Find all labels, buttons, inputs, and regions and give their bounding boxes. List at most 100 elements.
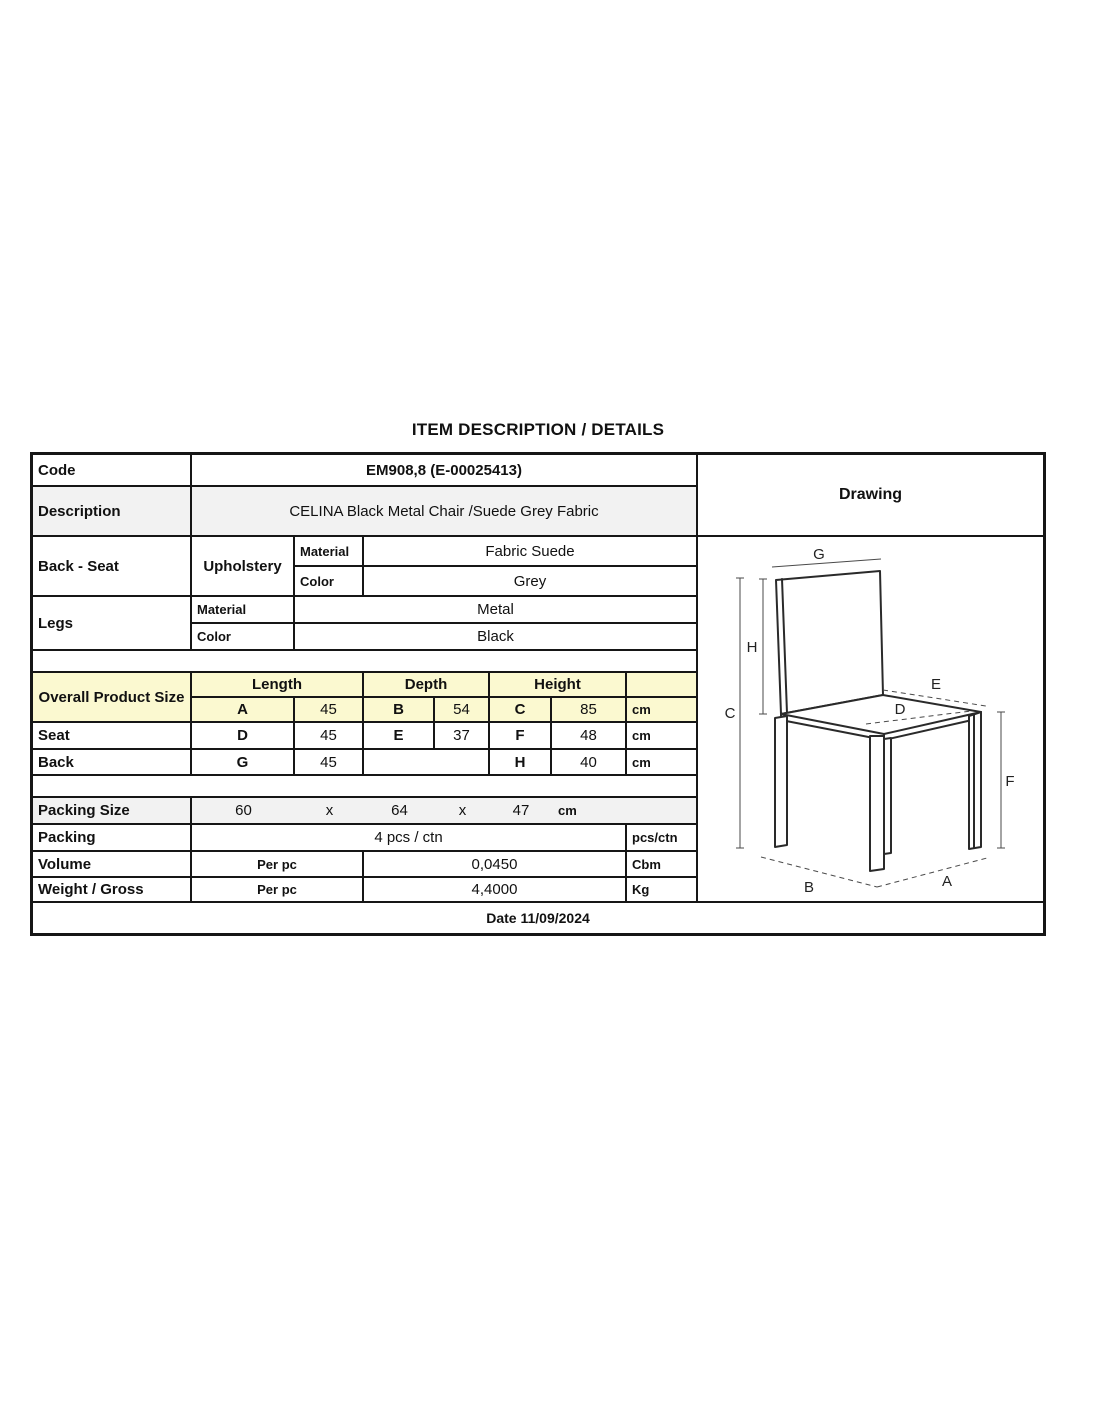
chair-leg-back-left [774,715,788,848]
seat-height-key: F [490,723,552,748]
dim-line-b [760,856,878,888]
upholstery-color-value: Grey [513,572,547,590]
chair-leg-back-right [883,737,892,855]
overall-height-key: C [490,698,552,721]
dim-label-b: B [804,879,814,896]
seat-depth-value: 37 [435,723,490,748]
volume-per-pc: Per pc [192,852,364,876]
chair-drawing: G H C E D F B A [725,546,1015,896]
seat-label: Seat [33,723,192,748]
packing-size-depth: 64 [391,802,408,819]
seat-length-value: 45 [295,723,364,748]
packing-size-label: Packing Size [33,798,192,823]
date-row: Date 11/09/2024 [33,903,1043,933]
legs-material-label: Material [192,597,295,622]
weight-unit: Kg [632,882,650,897]
chair-backrest-edge [781,578,788,714]
seat-size-row: Seat D 45 E 37 F 48 cm [33,723,696,750]
packing-label: Packing [33,825,192,850]
weight-value: 4,4000 [364,878,627,901]
drawing-column: Drawing [698,455,1043,901]
legs-subtable: Material Metal Color Black [192,597,696,649]
upholstery-label: Upholstery [192,537,295,595]
overall-size-header-row: Overall Product Size Length Depth Height… [33,673,696,723]
description-row: Description CELINA Black Metal Chair /Su… [33,487,696,537]
code-row: Code EM908,8 (E-00025413) [33,455,696,487]
legs-label: Legs [33,597,192,649]
depth-header: Depth [364,673,490,696]
overall-size-label: Overall Product Size [33,673,192,721]
weight-row: Weight / Gross Per pc 4,4000 Kg [33,878,696,901]
drawing-area: G H C E D F B A [698,537,1043,901]
back-length-key: G [192,750,295,774]
packing-size-length: 60 [235,802,252,819]
dim-line-g [771,558,882,568]
details-columns: Code EM908,8 (E-00025413) Description CE… [33,455,698,901]
empty-cell [627,673,696,696]
overall-height-value: 85 [552,698,627,721]
main-area: Code EM908,8 (E-00025413) Description CE… [33,455,1043,903]
code-label: Code [33,455,192,485]
date-value: Date 11/09/2024 [486,910,590,926]
dim-label-a: A [942,873,952,890]
packing-unit: pcs/ctn [632,830,678,845]
back-seat-row: Back - Seat Upholstery Material Fabric S… [33,537,696,597]
empty-cell [364,750,490,774]
packing-row: Packing 4 pcs / ctn pcs/ctn [33,825,696,852]
overall-length-key: A [192,698,295,721]
packing-size-x: x [325,802,334,819]
dim-label-e: E [931,676,941,693]
packing-size-row: Packing Size 60 x 64 x 47 cm [33,798,696,825]
legs-color-label: Color [192,624,295,649]
overall-depth-key: B [364,698,435,721]
seat-length-key: D [192,723,295,748]
dim-label-g: G [813,546,825,563]
packing-size-unit: cm [558,803,577,818]
seat-unit: cm [632,728,651,743]
legs-color-value: Black [477,628,514,645]
height-header: Height [490,673,627,696]
description-label: Description [33,487,192,535]
description-value: CELINA Black Metal Chair /Suede Grey Fab… [289,502,599,520]
weight-label: Weight / Gross [33,878,192,901]
seat-height-value: 48 [552,723,627,748]
size-header-subtable: Length Depth Height A 45 B 54 C 85 cm [192,673,696,721]
volume-row: Volume Per pc 0,0450 Cbm [33,852,696,878]
upholstery-color-label: Color [295,567,364,595]
back-height-key: H [490,750,552,774]
back-label: Back [33,750,192,774]
length-header: Length [192,673,364,696]
legs-row: Legs Material Metal Color Black [33,597,696,651]
drawing-header: Drawing [698,455,1043,537]
empty-cell [33,651,696,671]
overall-length-value: 45 [295,698,364,721]
dim-label-c: C [725,705,736,722]
upholstery-material-value: Fabric Suede [485,542,575,560]
empty-cell [33,776,696,796]
code-value: EM908,8 (E-00025413) [366,461,522,479]
packing-value: 4 pcs / ctn [192,825,627,850]
page-title: ITEM DESCRIPTION / DETAILS [411,420,665,439]
dim-label-f: F [1005,773,1014,790]
chair-backrest [775,570,884,715]
back-size-row: Back G 45 H 40 cm [33,750,696,776]
volume-unit: Cbm [632,856,661,872]
dim-line-a [876,857,988,888]
upholstery-material-label: Material [295,537,364,565]
packing-size-height: 47 [512,802,530,819]
spacer-row [33,776,696,798]
packing-size-x: x [458,802,467,819]
upholstery-subtable: Material Fabric Suede Color Grey [295,537,696,595]
dim-label-h: H [747,639,758,656]
volume-value: 0,0450 [364,852,627,876]
back-unit: cm [632,754,651,770]
weight-per-pc: Per pc [192,878,364,901]
back-length-value: 45 [295,750,364,774]
back-seat-label: Back - Seat [33,537,192,595]
overall-depth-value: 54 [435,698,490,721]
chair-leg-front [869,735,885,872]
volume-label: Volume [33,852,192,876]
spec-sheet-table: Code EM908,8 (E-00025413) Description CE… [30,452,1046,936]
overall-unit: cm [632,702,651,717]
spacer-row [33,651,696,673]
